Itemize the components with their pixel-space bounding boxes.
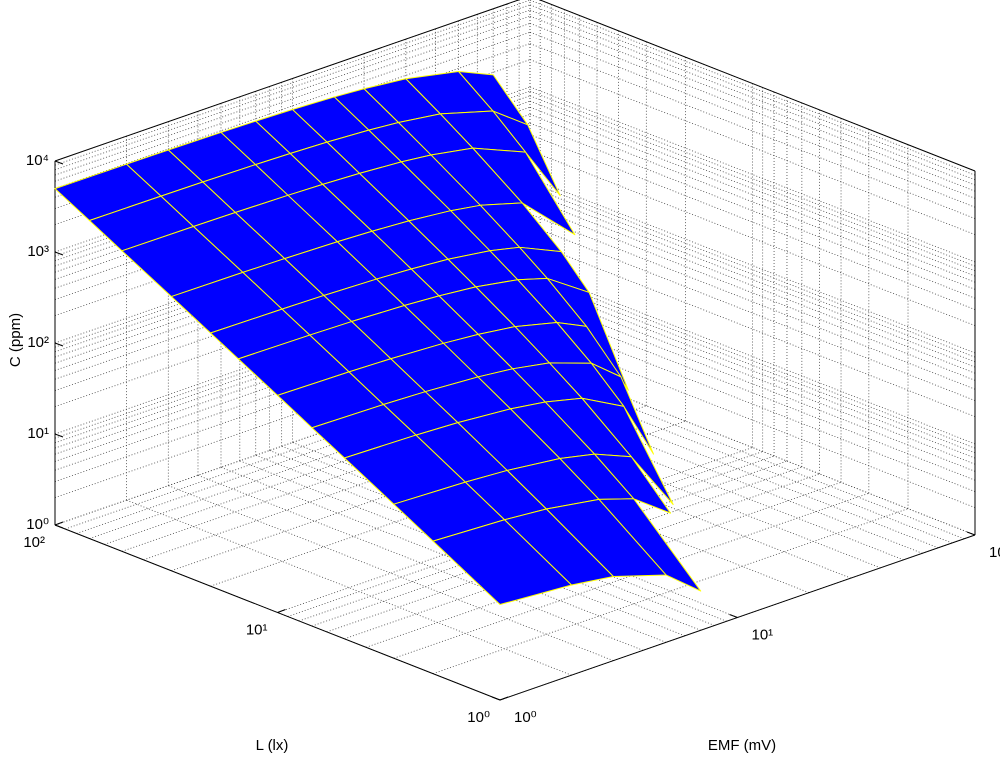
tick-mark: [54, 251, 64, 256]
y-axis-label: L (lx): [256, 737, 289, 754]
z-tick-label: 10⁰: [26, 516, 49, 533]
tick-mark: [966, 531, 976, 536]
tick-mark: [499, 696, 509, 701]
y-tick-label: 10¹: [246, 621, 268, 638]
x-axis-label: EMF (mV): [708, 737, 776, 754]
y-tick-label: 10⁰: [467, 709, 490, 726]
x-tick-label: 10²: [989, 544, 1000, 561]
tick-mark: [491, 696, 501, 701]
tick-mark: [54, 521, 64, 526]
tick-mark: [277, 609, 286, 613]
x-tick-label: 10¹: [752, 626, 774, 643]
z-tick-label: 10²: [27, 334, 49, 351]
tick-mark: [729, 614, 738, 618]
axis-edge: [538, 0, 976, 172]
z-tick-label: 10¹: [27, 425, 49, 442]
axis-edge: [54, 0, 521, 162]
x-tick-label: 10⁰: [514, 709, 537, 726]
tick-mark: [54, 342, 64, 347]
z-tick-label: 10⁴: [26, 152, 49, 169]
tick-mark: [54, 160, 64, 165]
surface-face: [432, 519, 572, 606]
tick-mark: [54, 524, 64, 529]
z-tick-label: 10³: [27, 243, 49, 260]
z-axis-label: C (ppm): [7, 313, 24, 367]
y-tick-label: 10²: [23, 534, 45, 551]
tick-mark: [54, 433, 64, 438]
